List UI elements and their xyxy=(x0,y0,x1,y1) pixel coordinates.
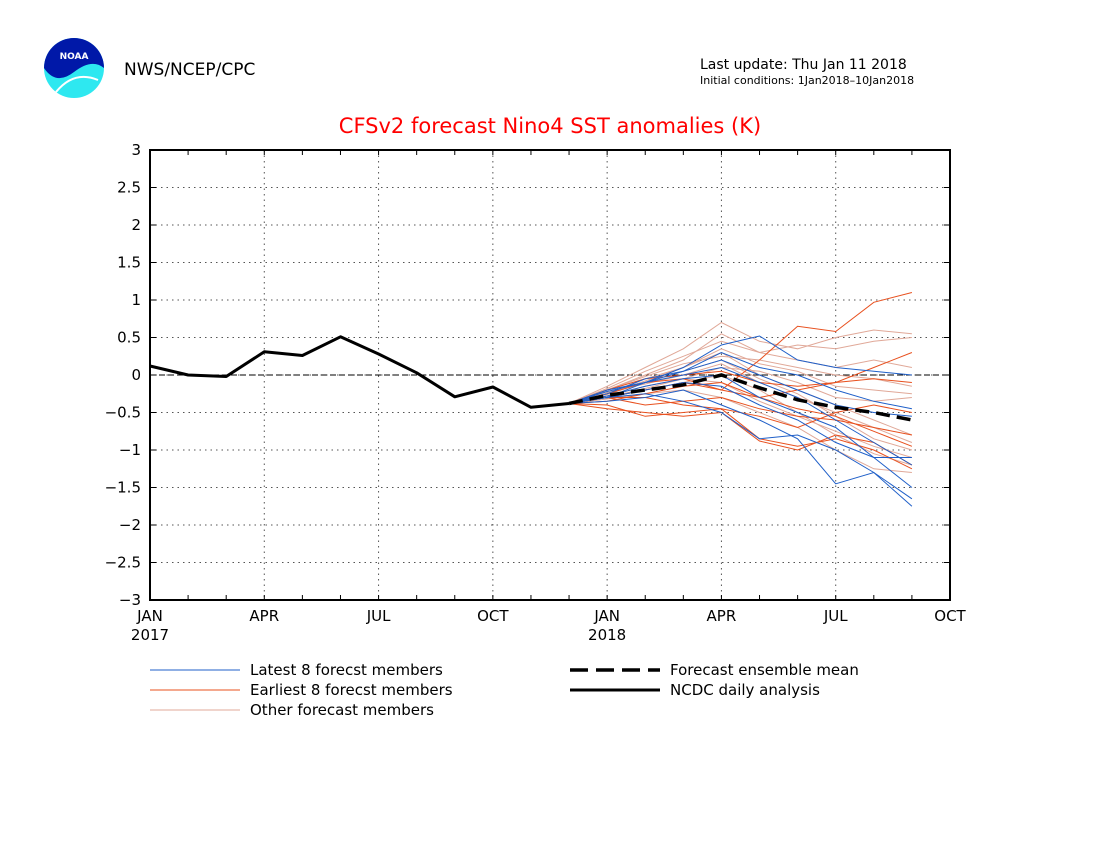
x-tick-label: APR xyxy=(707,607,737,625)
y-tick-label: −0.5 xyxy=(105,404,141,422)
x-tick-label: OCT xyxy=(934,607,966,625)
ensemble-mean-line xyxy=(568,373,913,422)
latest-member-line xyxy=(568,366,913,466)
other-member-line xyxy=(568,337,912,404)
legend-label-latest: Latest 8 forecst members xyxy=(250,661,443,679)
y-tick-label: 1 xyxy=(131,291,141,309)
x-tick-label: JUL xyxy=(823,607,848,625)
agency-label: NWS/NCEP/CPC xyxy=(124,60,256,80)
x-tick-label: JAN xyxy=(136,607,163,625)
earliest-member-line xyxy=(568,403,913,470)
y-tick-label: −3 xyxy=(119,591,141,609)
earliest-member-line xyxy=(568,381,913,447)
y-tick-label: 0.5 xyxy=(117,329,141,347)
y-tick-label: 3 xyxy=(131,141,141,159)
y-tick-label: 0 xyxy=(131,366,141,384)
noaa-logo-text: NOAA xyxy=(60,52,89,62)
other-member-line xyxy=(568,355,912,404)
y-tick-label: −1 xyxy=(119,441,141,459)
legend-label-earliest: Earliest 8 forecst members xyxy=(250,681,453,699)
latest-member-line xyxy=(568,393,913,500)
analysis-line xyxy=(149,335,570,409)
x-tick-label: APR xyxy=(249,607,279,625)
earliest-member-line xyxy=(568,396,912,436)
x-tick-year-label: 2017 xyxy=(131,626,169,644)
earliest-member-line xyxy=(568,370,912,404)
y-tick-label: 1.5 xyxy=(117,254,141,272)
other-member-line xyxy=(568,321,912,404)
y-tick-label: −2.5 xyxy=(105,554,141,572)
x-tick-label: JAN xyxy=(593,607,620,625)
chart-title: CFSv2 forecast Nino4 SST anomalies (K) xyxy=(338,114,762,138)
latest-member-line xyxy=(568,374,913,488)
earliest-member-line xyxy=(568,352,913,404)
earliest-member-line xyxy=(568,292,913,404)
latest-member-line xyxy=(568,351,912,410)
x-tick-label: JUL xyxy=(366,607,391,625)
initial-conditions-text: Initial conditions: 1Jan2018–10Jan2018 xyxy=(700,74,915,87)
x-tick-label: OCT xyxy=(477,607,509,625)
x-tick-year-label: 2018 xyxy=(588,626,626,644)
legend-label-other: Other forecast members xyxy=(250,701,434,719)
last-update-text: Last update: Thu Jan 11 2018 xyxy=(700,57,907,73)
legend-label-mean: Forecast ensemble mean xyxy=(670,661,859,679)
latest-member-line xyxy=(568,335,912,404)
latest-member-line xyxy=(568,381,912,458)
earliest-member-line xyxy=(568,403,913,466)
other-member-line xyxy=(568,333,912,404)
legend: Latest 8 forecst members Earliest 8 forec… xyxy=(150,661,859,719)
y-tick-label: 2 xyxy=(131,216,141,234)
y-tick-label: −1.5 xyxy=(105,479,141,497)
plot-area: 32.521.510.50−0.5−1−1.5−2−2.5−3JAN2017AP… xyxy=(105,141,967,644)
legend-label-analysis: NCDC daily analysis xyxy=(670,681,820,699)
y-tick-label: 2.5 xyxy=(117,179,141,197)
other-member-line xyxy=(568,389,912,473)
noaa-logo: NOAA xyxy=(44,38,104,98)
latest-member-line xyxy=(568,389,913,507)
y-tick-label: −2 xyxy=(119,516,141,534)
